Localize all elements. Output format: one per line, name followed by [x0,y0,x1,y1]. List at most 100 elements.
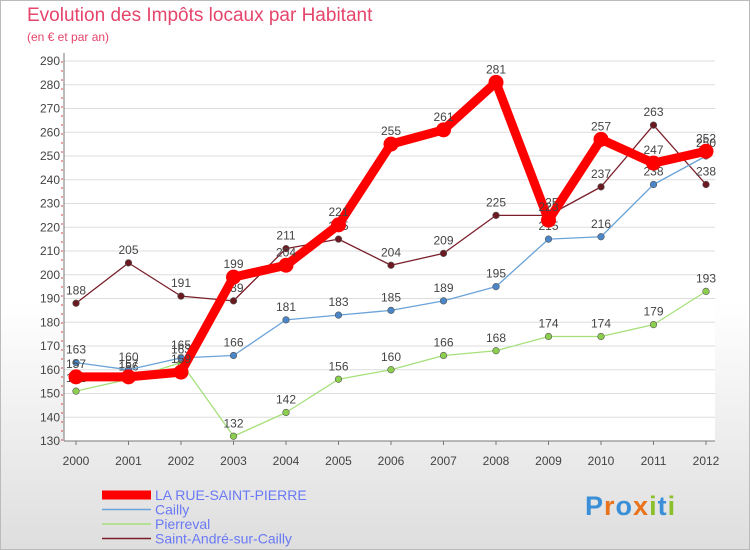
data-label: 199 [223,257,243,271]
y-tick-label: 130 [40,434,60,448]
data-point [334,375,343,383]
x-tick-label: 2000 [63,454,90,468]
data-label: 252 [696,131,716,145]
data-point [226,269,241,285]
series-pierreval: 151156163132142156160166168174174179193 [66,271,716,440]
y-tick-label: 230 [40,197,60,211]
logo-letter: P [585,491,605,521]
data-label: 132 [223,416,243,430]
data-label: 216 [591,217,611,231]
data-label: 238 [696,165,716,179]
data-point [492,211,500,219]
data-point [121,369,136,385]
chart-subtitle: (en € et par an) [27,30,110,44]
data-label: 247 [643,143,663,157]
data-point [68,369,84,385]
data-point [72,299,80,307]
y-tick-label: 240 [40,173,60,187]
logo-letter: t [657,491,668,521]
data-label: 174 [538,317,558,331]
data-point [177,292,185,300]
data-label: 195 [486,267,506,281]
legend-label: Saint-André-sur-Cailly [155,531,292,547]
data-point [72,359,80,367]
data-point [278,257,294,273]
data-point [439,297,448,305]
x-tick-label: 2003 [220,454,247,468]
x-tick-label: 2010 [588,454,615,468]
proxiti-logo: Proxiti [585,491,676,522]
data-label: 223 [538,200,558,214]
data-label: 257 [591,119,611,133]
data-label: 211 [276,229,295,243]
data-label: 221 [328,205,348,219]
data-point [439,351,448,360]
data-point [229,351,238,360]
data-point [702,287,710,295]
y-tick-label: 270 [40,102,60,116]
data-label: 168 [486,331,506,345]
x-tick-label: 2009 [535,454,562,468]
data-label: 188 [66,283,86,297]
legend-label: Pierreval [155,516,210,532]
data-point [282,408,290,417]
data-point [334,235,343,243]
x-tick-label: 2007 [430,454,457,468]
x-tick-label: 2004 [273,454,300,468]
logo-letter: x [633,491,650,521]
data-point [649,321,658,329]
data-point [331,217,346,233]
y-tick-label: 140 [40,410,60,424]
data-label: 157 [118,357,138,371]
data-point [544,235,553,243]
data-label: 157 [66,357,86,371]
data-label: 165 [171,338,191,352]
data-point [124,259,133,267]
x-tick-label: 2005 [325,454,352,468]
data-label: 156 [328,359,348,373]
chart-title: Evolution des Impôts locaux par Habitant [27,5,373,26]
data-label: 166 [223,336,243,350]
y-tick-label: 160 [40,363,60,377]
y-tick-label: 200 [40,268,60,282]
logo-letter: o [615,491,634,521]
data-point [229,432,238,440]
data-point [649,121,658,129]
data-point [436,122,451,138]
x-tick-label: 2006 [378,454,405,468]
y-tick-label: 290 [40,54,60,68]
y-tick-label: 260 [40,125,60,139]
data-label: 166 [433,336,453,350]
data-label: 163 [66,343,86,357]
data-point [387,366,395,374]
data-point [597,183,605,191]
data-point [492,347,500,355]
data-label: 281 [486,62,506,76]
data-point [702,180,710,189]
data-point [282,316,290,324]
data-label: 205 [118,243,138,257]
data-point [383,136,399,152]
x-tick-label: 2011 [641,454,667,468]
series-la-rue-saint-pierre: 157 157 159 199 204 221 255 261 281 223 257 247 252 [66,62,716,385]
x-tick-label: 2012 [693,454,720,468]
legend-label: LA RUE-SAINT-PIERRE [155,487,307,503]
data-point [439,249,448,257]
data-label: 237 [591,167,611,181]
data-point [541,212,556,228]
data-label: 263 [643,105,663,119]
logo-letter: r [604,491,616,521]
data-point [387,261,395,269]
y-tick-label: 150 [40,387,60,401]
data-label: 191 [171,276,191,290]
x-tick-label: 2001 [115,454,142,468]
data-point [334,311,343,319]
data-label: 189 [433,281,453,295]
data-point [229,297,238,305]
data-point [597,233,605,241]
data-point [544,332,553,341]
data-label: 142 [276,393,296,407]
x-tick-label: 2008 [483,454,510,468]
data-point [593,131,609,147]
data-label: 174 [591,317,611,331]
